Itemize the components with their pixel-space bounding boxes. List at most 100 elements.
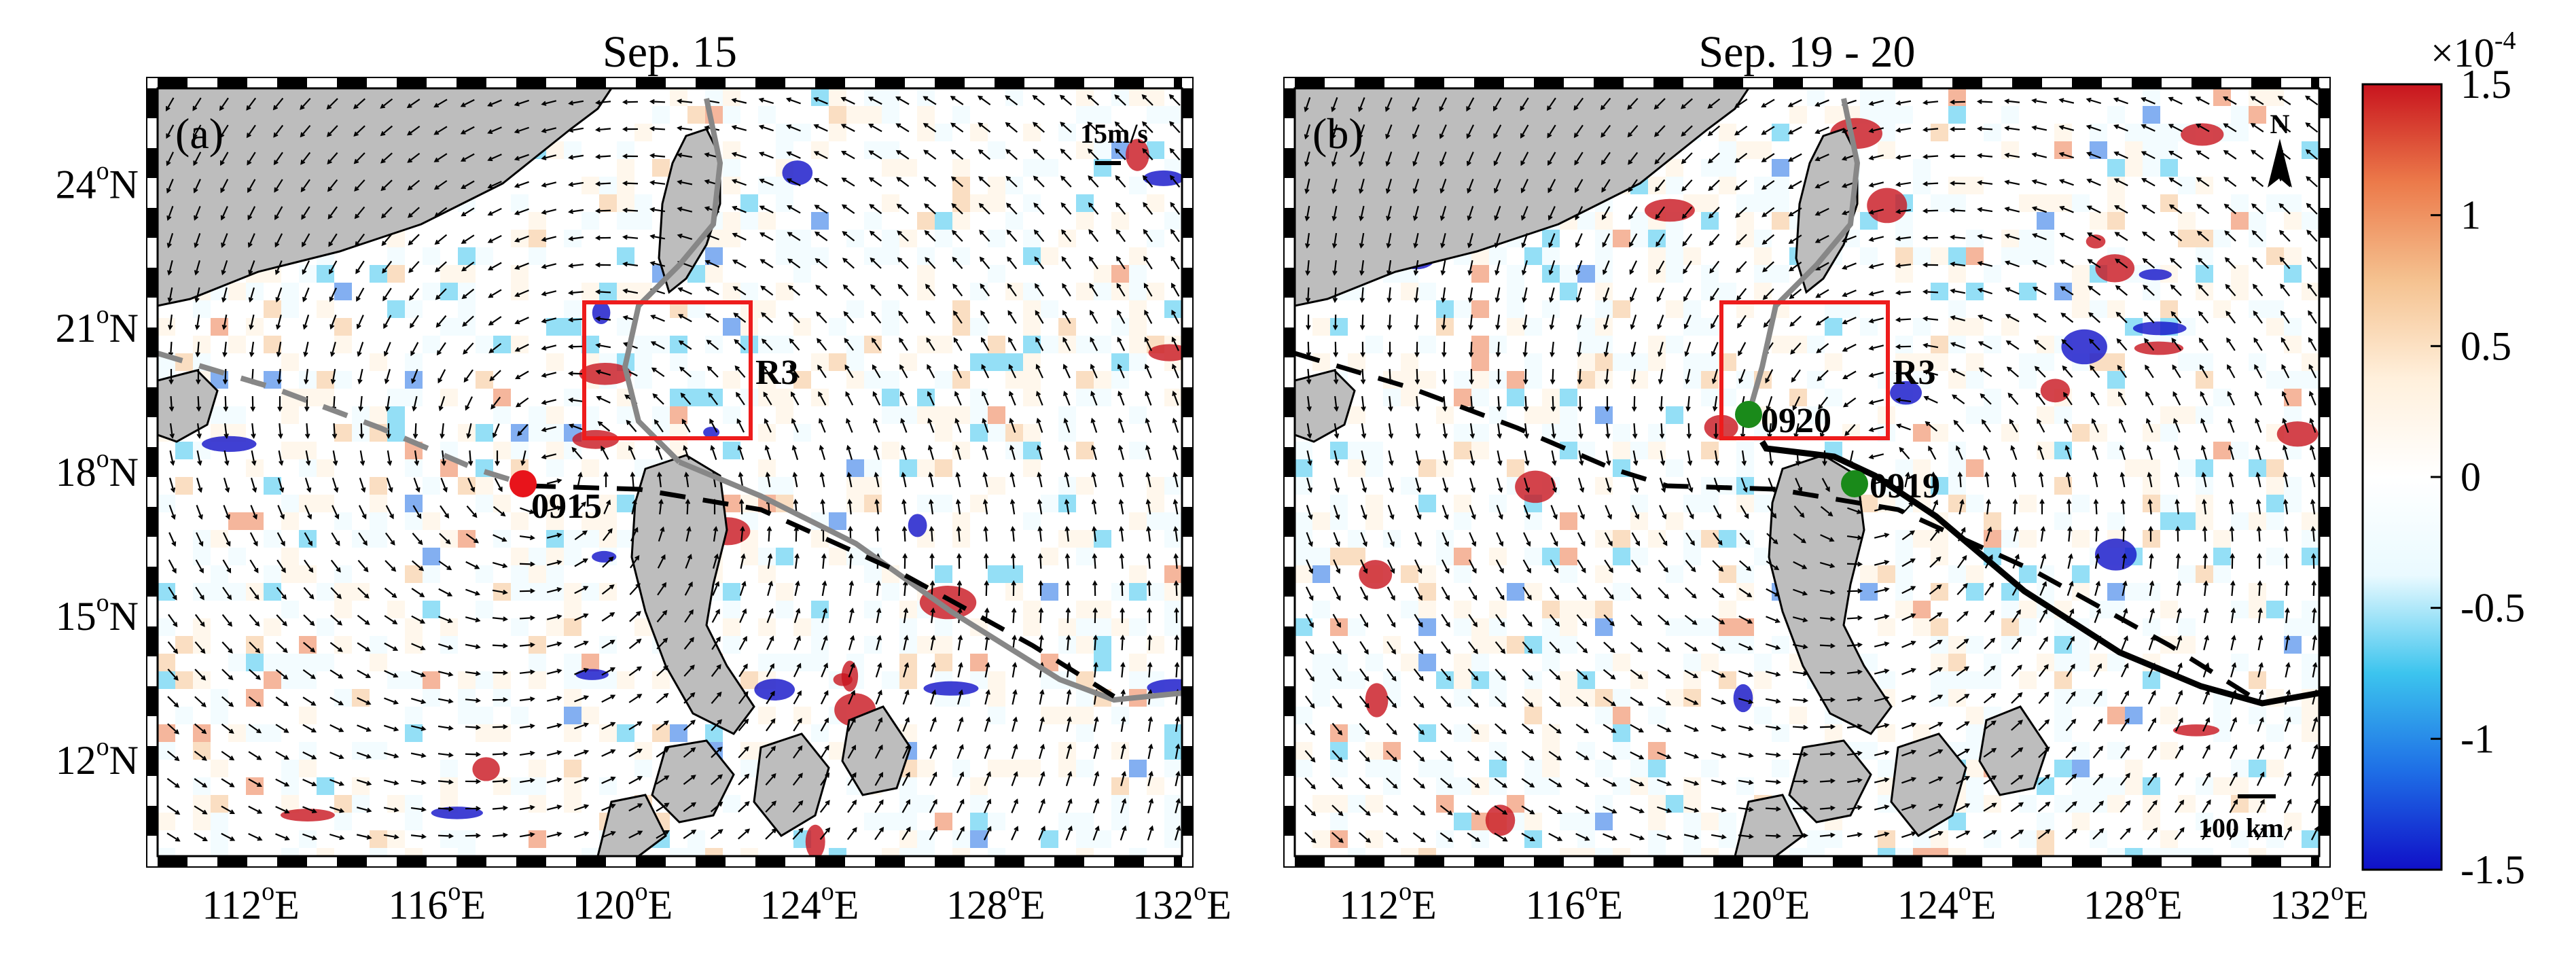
wind-vector (898, 284, 909, 297)
wind-vector (929, 690, 936, 705)
vorticity-cell (1418, 618, 1436, 636)
vorticity-cell (281, 353, 299, 371)
wind-vector (1331, 804, 1343, 816)
wind-vector-head (1554, 595, 1560, 601)
wind-vector (596, 396, 611, 404)
wind-vector-head (1121, 771, 1126, 777)
frame-segment (995, 77, 1024, 88)
wind-vector-head (1034, 256, 1039, 262)
wind-vector-head (1473, 675, 1479, 682)
wind-vector-head (1412, 161, 1418, 167)
vorticity-cell (2213, 300, 2231, 318)
vorticity-cell (1454, 300, 1471, 318)
wind-vector-head (256, 755, 262, 760)
vorticity-cell (1772, 336, 1789, 353)
wind-vector-head (843, 311, 848, 317)
vorticity-cell (2143, 88, 2160, 106)
wind-vector (1415, 477, 1420, 492)
vorticity-cell (1719, 159, 1736, 177)
wind-vector-head (1498, 514, 1503, 520)
wind-vector-head (249, 324, 254, 330)
wind-vector-head (634, 554, 640, 561)
vorticity-cell (1948, 654, 1966, 671)
frame-segment (337, 77, 367, 88)
wind-vector-head (785, 97, 791, 103)
wind-vector-head (1011, 580, 1016, 586)
vorticity-cell (1348, 795, 1365, 813)
vorticity-cell (317, 389, 334, 406)
vorticity-cell (1719, 283, 1736, 300)
vorticity-cell (2160, 848, 2178, 856)
wind-vector-head (1629, 269, 1634, 275)
wind-vector (902, 690, 909, 705)
vorticity-cell (458, 424, 476, 442)
wind-vector-head (168, 406, 175, 412)
wind-vector (519, 806, 534, 811)
wind-vector (1388, 423, 1393, 438)
vorticity-cell (1454, 512, 1471, 530)
frame-segment (147, 88, 158, 118)
wind-vector-head (1120, 689, 1126, 695)
vorticity-cell (1330, 813, 1348, 830)
wind-vector-head (1492, 106, 1498, 111)
wind-vector (305, 450, 310, 465)
wind-vector-head (1393, 783, 1398, 790)
wind-vector (327, 152, 338, 164)
wind-vector-head (954, 391, 959, 397)
wind-vector (490, 396, 501, 409)
wind-vector (1632, 368, 1636, 384)
vorticity-cell (546, 530, 564, 548)
wind-vector-head (281, 567, 286, 573)
wind-vector-head (873, 444, 878, 450)
vorticity-cell (1471, 300, 1489, 318)
wind-vector (1522, 614, 1533, 626)
wind-vector (327, 206, 338, 219)
wind-vector-head (872, 391, 878, 397)
wind-vector (384, 532, 395, 545)
vorticity-cell (2178, 353, 2196, 371)
wind-vector-head (957, 635, 963, 641)
wind-vector-head (1005, 175, 1012, 181)
wind-vector (273, 124, 284, 137)
vorticity-cell (1542, 654, 1560, 671)
wind-vector (493, 423, 500, 438)
vorticity-cell (917, 760, 935, 777)
wind-vector-head (622, 154, 628, 159)
wind-vector-head (219, 105, 224, 111)
wind-vector-head (1359, 270, 1365, 276)
wind-vector-head (1143, 228, 1148, 234)
wind-vector (194, 179, 201, 193)
wind-vector (1334, 395, 1338, 411)
vorticity-cell (723, 212, 740, 230)
vorticity-cell (1312, 795, 1330, 813)
wind-vector (1631, 341, 1636, 356)
wind-vector (1012, 554, 1015, 569)
wind-vector (1007, 230, 1018, 243)
wind-vector-head (339, 781, 345, 786)
vorticity-cell (1471, 353, 1489, 371)
wind-vector-head (476, 779, 482, 784)
wind-vector-head (1653, 132, 1660, 137)
vorticity-cell (864, 565, 882, 583)
wind-vector (1307, 395, 1310, 411)
wind-vector-head (1495, 270, 1500, 276)
wind-vector (1088, 122, 1099, 133)
wind-vector (740, 554, 745, 569)
wind-vector (251, 450, 255, 465)
wind-vector (247, 179, 256, 192)
vorticity-cell (1295, 707, 1312, 724)
wind-vector-head (420, 645, 426, 651)
wind-vector (954, 391, 962, 406)
wind-vector-head (982, 472, 988, 478)
wind-vector (412, 532, 423, 545)
wind-vector (194, 750, 207, 761)
vorticity-cell (476, 247, 493, 265)
wind-vector (984, 799, 991, 813)
wind-vector (596, 128, 611, 131)
wind-vector-head (1122, 798, 1127, 804)
vorticity-cell (1094, 141, 1111, 159)
wind-vector-head (194, 215, 199, 221)
vorticity-extreme (2181, 123, 2224, 146)
wind-vector (357, 587, 369, 599)
wind-vector (574, 723, 588, 730)
